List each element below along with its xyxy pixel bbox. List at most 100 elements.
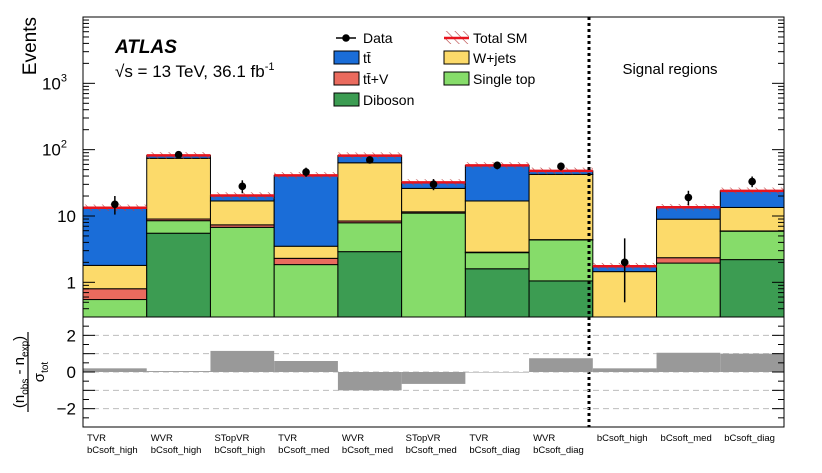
bar-singletop-10 — [719, 230, 784, 261]
ratio-bar-2 — [210, 350, 275, 372]
category-label-line2-8: bCsoft_high — [597, 433, 648, 444]
bar-diboson-4 — [337, 251, 403, 317]
category-labels: TVRbCsoft_highWVRbCsoft_highSTopVRbCsoft… — [87, 433, 775, 456]
category-label-line1-4: WVR — [342, 433, 364, 444]
stacked-bars — [83, 154, 784, 317]
ratio-bar-9 — [656, 352, 721, 372]
legend-item-fill-6: Diboson — [333, 92, 414, 108]
bar-singletop-4 — [337, 222, 403, 253]
bar-wjets-7 — [528, 173, 594, 241]
ratio-tick-label: 2 — [67, 326, 76, 345]
ratio-y-axis: −2 0 2 — [57, 316, 784, 428]
data-point-5 — [429, 180, 438, 189]
ratio-tick-label: 0 — [67, 363, 76, 382]
category-label-line1-7: WVR — [533, 433, 555, 444]
data-point-3 — [302, 168, 310, 176]
legend-item-total-1: Total SM — [444, 30, 527, 46]
y-tick-label: 103 — [42, 72, 67, 93]
bar-wjets-5 — [401, 187, 466, 213]
category-label-line2-4: bCsoft_med — [342, 445, 393, 456]
data-points — [111, 150, 756, 303]
bar-singletop-2 — [209, 226, 275, 317]
bar-ttbar-6 — [464, 164, 530, 202]
ratio-bars — [83, 350, 784, 391]
legend-item-fill-5: Single top — [443, 71, 535, 87]
bar-singletop-6 — [464, 252, 530, 270]
energy-lumi-text: √s = 13 TeV, 36.1 fb — [115, 62, 265, 81]
category-label-line2-10: bCsoft_diag — [724, 433, 775, 444]
bar-singletop-7 — [528, 239, 594, 282]
data-point-9 — [684, 193, 693, 202]
bar-singletop-5 — [401, 212, 466, 317]
category-label-line1-1: WVR — [151, 433, 173, 444]
bar-wjets-3 — [273, 245, 339, 259]
category-label-line1-2: STopVR — [214, 433, 249, 444]
category-label-line2-7: bCsoft_diag — [533, 445, 584, 456]
legend-label: tt̄ — [363, 50, 371, 66]
bar-singletop-3 — [273, 264, 339, 317]
bar-wjets-2 — [209, 200, 275, 226]
bar-singletop-1 — [146, 220, 211, 234]
ratio-bar-10 — [720, 353, 784, 372]
legend-label: tt̄+V — [363, 71, 389, 87]
data-point-1 — [174, 150, 183, 159]
bar-wjets-4 — [337, 162, 403, 222]
bar-wjets-9 — [656, 218, 721, 259]
legend-item-data-0: Data — [336, 30, 393, 46]
y-axis-title: Events — [20, 17, 41, 75]
ratio-bar-5 — [401, 372, 466, 384]
category-label-line1-5: STopVR — [406, 433, 441, 444]
category-label-line2-1: bCsoft_high — [151, 445, 202, 456]
data-point-7 — [557, 162, 565, 171]
ratio-bar-6 — [465, 372, 530, 373]
data-point-8 — [620, 258, 629, 267]
signal-regions-label: Signal regions — [622, 61, 717, 78]
ratio-bar-1 — [146, 371, 211, 372]
bar-wjets-1 — [146, 157, 211, 220]
legend-label: Single top — [473, 71, 535, 87]
ratio-y-axis-title: (nobs - nexp)σtot — [11, 332, 51, 412]
category-label-line1-6: TVR — [469, 433, 488, 444]
bar-diboson-6 — [464, 268, 530, 317]
legend-label: Total SM — [473, 30, 527, 46]
data-point-6 — [493, 161, 502, 170]
category-label-line2-6: bCsoft_diag — [469, 445, 520, 456]
bar-singletop-9 — [656, 262, 721, 317]
lumi-exponent: -1 — [265, 61, 275, 73]
experiment-label: ATLAS — [114, 37, 177, 58]
bar-diboson-10 — [719, 259, 784, 317]
data-point-0 — [111, 200, 119, 209]
data-point-2 — [238, 182, 247, 191]
ratio-bar-4 — [337, 372, 402, 391]
ratio-title-numerator: (nobs - nexp) — [11, 336, 31, 408]
bar-wjets-6 — [464, 200, 530, 253]
bar-wjets-0 — [83, 264, 148, 290]
y-tick-label: 102 — [42, 139, 67, 160]
category-label-line2-3: bCsoft_med — [278, 445, 329, 456]
category-label-line2-5: bCsoft_med — [406, 445, 457, 456]
category-label-line1-0: TVR — [87, 433, 106, 444]
bar-ttv-9 — [656, 257, 721, 264]
legend-label: Diboson — [363, 92, 414, 108]
bar-diboson-1 — [146, 232, 211, 317]
y-tick-label: 1 — [67, 273, 76, 292]
ratio-title-denominator: σtot — [31, 362, 51, 383]
bar-diboson-7 — [528, 280, 594, 317]
ratio-bar-3 — [274, 361, 338, 372]
legend-label: W+jets — [473, 50, 516, 66]
energy-lumi-label: √s = 13 TeV, 36.1 fb-1 — [115, 61, 274, 81]
category-label-line1-3: TVR — [278, 433, 297, 444]
legend: Data Total SM tt̄ W+jets tt̄+V Single top Dibo… — [333, 30, 535, 108]
category-label-line2-2: bCsoft_high — [214, 445, 265, 456]
ratio-bar-8 — [592, 368, 657, 372]
legend-label: Data — [363, 30, 393, 46]
main-y-axis: 1 10 102 103 — [42, 19, 784, 318]
bar-ttv-0 — [83, 288, 148, 301]
bar-ttbar-3 — [273, 174, 339, 247]
bar-singletop-0 — [83, 299, 148, 317]
legend-item-fill-3: W+jets — [443, 50, 516, 66]
bar-wjets-10 — [719, 206, 784, 232]
data-point-4 — [365, 156, 374, 164]
bar-ttv-3 — [273, 257, 339, 266]
